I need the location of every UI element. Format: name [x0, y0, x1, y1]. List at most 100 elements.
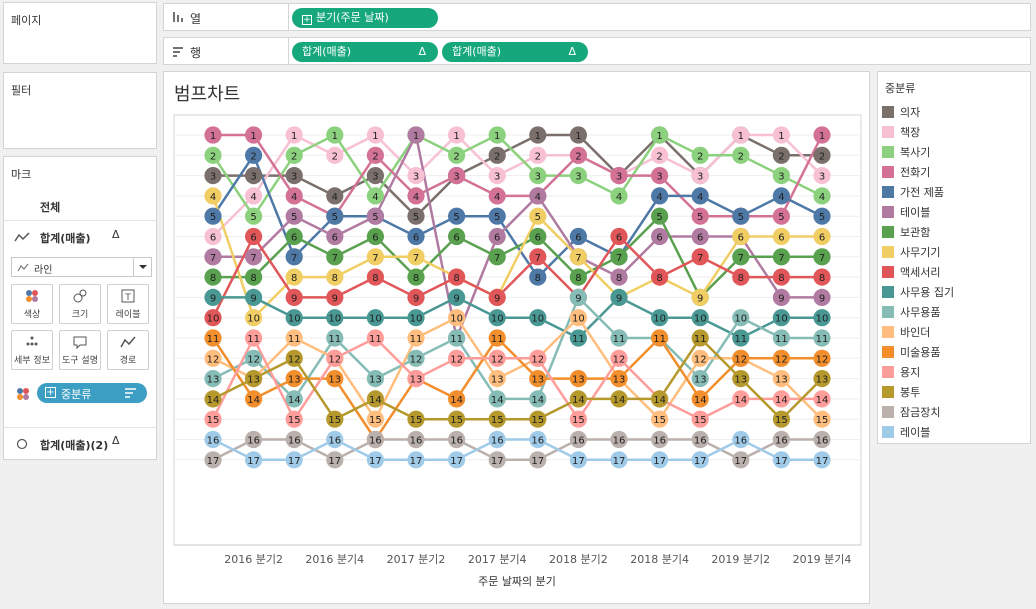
- data-point[interactable]: [448, 309, 466, 327]
- data-point[interactable]: [529, 370, 547, 388]
- data-point[interactable]: [529, 390, 547, 408]
- data-point[interactable]: [448, 227, 466, 246]
- data-point[interactable]: [691, 167, 709, 185]
- legend-item[interactable]: 용지: [882, 364, 920, 382]
- data-point[interactable]: [813, 451, 831, 469]
- data-point[interactable]: [813, 126, 831, 144]
- data-point[interactable]: [732, 390, 750, 408]
- data-point[interactable]: [204, 329, 222, 347]
- data-point[interactable]: [691, 390, 709, 408]
- marks-measure2-row[interactable]: 합계(매출)(2) Δ: [4, 427, 156, 457]
- data-point[interactable]: [691, 146, 709, 164]
- data-point[interactable]: [488, 187, 506, 205]
- data-point[interactable]: [366, 430, 384, 449]
- data-point[interactable]: [204, 146, 222, 164]
- data-point[interactable]: [245, 207, 263, 225]
- data-point[interactable]: [204, 370, 222, 388]
- data-point[interactable]: [610, 187, 628, 205]
- data-point[interactable]: [204, 227, 222, 246]
- data-point[interactable]: [488, 126, 506, 144]
- legend-item[interactable]: 사무기기: [882, 244, 940, 262]
- data-point[interactable]: [488, 370, 506, 388]
- data-point[interactable]: [691, 451, 709, 469]
- data-point[interactable]: [326, 309, 344, 327]
- data-point[interactable]: [448, 288, 466, 306]
- data-point[interactable]: [326, 288, 344, 306]
- data-point[interactable]: [488, 207, 506, 225]
- data-point[interactable]: [245, 227, 263, 246]
- data-point[interactable]: [245, 349, 263, 367]
- data-point[interactable]: [326, 370, 344, 388]
- data-point[interactable]: [488, 410, 506, 428]
- data-point[interactable]: [569, 329, 587, 347]
- data-point[interactable]: [529, 451, 547, 469]
- data-point[interactable]: [772, 410, 791, 428]
- data-point[interactable]: [366, 227, 384, 246]
- data-point[interactable]: [245, 390, 263, 408]
- bump-chart[interactable]: 3334353211313122641213132232311325214121…: [164, 72, 871, 605]
- data-point[interactable]: [772, 268, 791, 286]
- rows-pill-sales-1[interactable]: 합계(매출) Δ: [292, 42, 438, 62]
- mark-type-select[interactable]: 라인: [11, 257, 152, 277]
- series-line[interactable]: [211, 235, 822, 319]
- data-point[interactable]: [204, 451, 222, 469]
- series-line[interactable]: [213, 133, 822, 340]
- data-point[interactable]: [245, 370, 263, 388]
- data-point[interactable]: [813, 146, 831, 164]
- legend-item[interactable]: 레이블: [882, 424, 930, 442]
- data-point[interactable]: [366, 248, 384, 266]
- data-point[interactable]: [366, 187, 384, 205]
- data-point[interactable]: [326, 248, 344, 266]
- data-point[interactable]: [529, 167, 547, 185]
- color-field-pill[interactable]: + 중분류: [37, 383, 147, 403]
- data-point[interactable]: [772, 451, 791, 469]
- marks-all-row[interactable]: 전체: [4, 191, 156, 221]
- data-point[interactable]: [326, 146, 344, 164]
- data-point[interactable]: [204, 167, 222, 185]
- data-point[interactable]: [732, 370, 750, 388]
- data-point[interactable]: [691, 248, 709, 266]
- data-point[interactable]: [610, 349, 628, 367]
- data-point[interactable]: [285, 370, 303, 388]
- data-point[interactable]: [691, 309, 709, 327]
- legend-item[interactable]: 테이블: [882, 204, 930, 222]
- data-point[interactable]: [569, 309, 587, 327]
- data-point[interactable]: [813, 288, 831, 306]
- data-point[interactable]: [488, 309, 506, 327]
- rows-pill-sales-2[interactable]: 합계(매출) Δ: [442, 42, 588, 62]
- data-point[interactable]: [529, 268, 547, 286]
- data-point[interactable]: [610, 227, 628, 246]
- tooltip-button[interactable]: 도구 설명: [59, 330, 101, 370]
- data-point[interactable]: [407, 349, 425, 367]
- data-point[interactable]: [204, 349, 222, 367]
- pages-panel[interactable]: 페이지: [3, 2, 157, 64]
- data-point[interactable]: [813, 207, 831, 225]
- color-button[interactable]: 색상: [11, 284, 53, 324]
- data-point[interactable]: [407, 370, 425, 388]
- data-point[interactable]: [366, 370, 384, 388]
- data-point[interactable]: [204, 248, 222, 266]
- data-point[interactable]: [772, 146, 791, 164]
- data-point[interactable]: [366, 390, 384, 408]
- data-point[interactable]: [732, 451, 750, 469]
- legend-item[interactable]: 복사기: [882, 144, 930, 162]
- data-point[interactable]: [407, 227, 425, 246]
- data-point[interactable]: [813, 349, 831, 367]
- data-point[interactable]: [366, 309, 384, 327]
- data-point[interactable]: [813, 370, 831, 388]
- data-point[interactable]: [204, 410, 222, 428]
- series-line[interactable]: [211, 133, 823, 218]
- data-point[interactable]: [488, 288, 506, 306]
- path-button[interactable]: 경로: [107, 330, 149, 370]
- data-point[interactable]: [245, 451, 263, 469]
- data-point[interactable]: [772, 349, 791, 367]
- legend-item[interactable]: 사무용품: [882, 304, 940, 322]
- data-point[interactable]: [691, 227, 709, 246]
- data-point[interactable]: [285, 430, 303, 449]
- data-point[interactable]: [691, 349, 709, 367]
- data-point[interactable]: [651, 451, 669, 469]
- data-point[interactable]: [407, 451, 425, 469]
- data-point[interactable]: [285, 167, 303, 185]
- data-point[interactable]: [732, 349, 750, 367]
- data-point[interactable]: [651, 268, 669, 286]
